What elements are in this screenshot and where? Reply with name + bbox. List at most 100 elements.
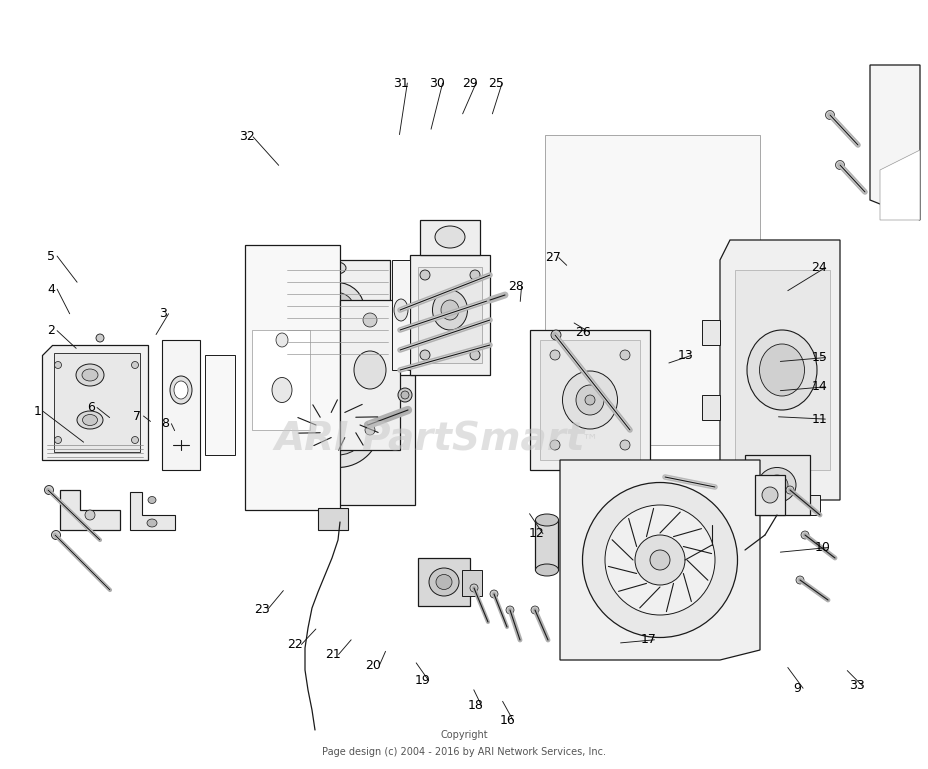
Polygon shape — [744, 455, 809, 515]
Polygon shape — [879, 150, 919, 220]
Ellipse shape — [319, 292, 354, 328]
Ellipse shape — [585, 395, 594, 405]
Polygon shape — [530, 330, 650, 470]
Ellipse shape — [604, 505, 715, 615]
Ellipse shape — [84, 510, 95, 520]
Text: 30: 30 — [428, 77, 445, 89]
Text: 11: 11 — [811, 413, 826, 425]
Ellipse shape — [365, 425, 375, 435]
Text: 12: 12 — [529, 528, 544, 540]
Ellipse shape — [650, 550, 669, 570]
Ellipse shape — [148, 497, 156, 504]
Polygon shape — [54, 353, 140, 452]
Ellipse shape — [549, 350, 560, 360]
Ellipse shape — [834, 161, 844, 169]
Polygon shape — [535, 520, 558, 570]
Ellipse shape — [432, 290, 467, 330]
Text: ARI PartSmart: ARI PartSmart — [275, 421, 585, 459]
Ellipse shape — [761, 487, 777, 503]
Ellipse shape — [83, 414, 97, 425]
Polygon shape — [539, 340, 639, 460]
Ellipse shape — [660, 472, 669, 481]
Polygon shape — [285, 260, 390, 375]
Text: 19: 19 — [415, 674, 430, 687]
Text: 3: 3 — [159, 308, 166, 320]
Polygon shape — [205, 355, 235, 455]
Text: 15: 15 — [810, 351, 827, 364]
Text: 9: 9 — [793, 682, 800, 694]
Polygon shape — [251, 330, 310, 430]
Polygon shape — [702, 395, 719, 420]
Ellipse shape — [82, 369, 97, 381]
Ellipse shape — [276, 333, 288, 347]
Text: 23: 23 — [254, 603, 269, 615]
Text: 33: 33 — [848, 680, 863, 692]
Text: 5: 5 — [47, 250, 55, 262]
Polygon shape — [702, 320, 719, 345]
Text: 21: 21 — [325, 648, 340, 661]
Ellipse shape — [295, 382, 380, 468]
Ellipse shape — [582, 482, 737, 638]
Polygon shape — [392, 260, 409, 370]
Ellipse shape — [757, 468, 795, 502]
Text: 16: 16 — [499, 714, 514, 727]
Ellipse shape — [441, 300, 458, 320]
Ellipse shape — [619, 350, 629, 360]
Ellipse shape — [703, 491, 719, 505]
Text: 28: 28 — [507, 280, 523, 292]
Polygon shape — [60, 490, 120, 530]
Ellipse shape — [535, 564, 558, 576]
Ellipse shape — [272, 378, 291, 402]
Ellipse shape — [470, 350, 480, 360]
Text: 2: 2 — [47, 325, 55, 337]
Polygon shape — [419, 220, 480, 255]
Ellipse shape — [746, 330, 816, 410]
Ellipse shape — [96, 334, 104, 342]
Ellipse shape — [489, 590, 497, 598]
Text: 31: 31 — [393, 77, 408, 89]
Polygon shape — [409, 255, 489, 375]
Ellipse shape — [363, 313, 377, 327]
Text: 17: 17 — [639, 634, 656, 646]
Ellipse shape — [549, 440, 560, 450]
Polygon shape — [130, 492, 174, 530]
Ellipse shape — [434, 226, 465, 248]
Polygon shape — [42, 345, 148, 460]
Ellipse shape — [635, 535, 684, 585]
Ellipse shape — [785, 486, 793, 494]
Polygon shape — [734, 270, 829, 470]
Text: 29: 29 — [462, 77, 477, 89]
Polygon shape — [545, 135, 759, 445]
Text: ™: ™ — [581, 431, 598, 449]
Ellipse shape — [77, 411, 103, 429]
Ellipse shape — [419, 350, 430, 360]
Ellipse shape — [766, 475, 787, 495]
Text: 26: 26 — [575, 326, 590, 338]
Polygon shape — [418, 267, 482, 363]
Ellipse shape — [174, 381, 187, 399]
Ellipse shape — [800, 531, 808, 539]
Ellipse shape — [696, 484, 727, 512]
Polygon shape — [340, 300, 400, 450]
Polygon shape — [317, 508, 348, 530]
Polygon shape — [684, 470, 740, 525]
Ellipse shape — [354, 351, 386, 389]
Ellipse shape — [435, 574, 452, 590]
Text: 6: 6 — [87, 401, 95, 414]
Ellipse shape — [328, 262, 345, 274]
Polygon shape — [719, 240, 839, 500]
Ellipse shape — [393, 299, 407, 321]
Ellipse shape — [132, 437, 138, 444]
Polygon shape — [740, 495, 769, 515]
Text: 24: 24 — [811, 261, 826, 274]
Polygon shape — [789, 495, 819, 515]
Polygon shape — [869, 65, 919, 220]
Polygon shape — [754, 475, 784, 515]
Text: 25: 25 — [487, 77, 504, 89]
Polygon shape — [461, 570, 482, 596]
Text: 20: 20 — [365, 659, 381, 671]
Ellipse shape — [309, 282, 364, 338]
Text: 10: 10 — [813, 541, 830, 554]
Text: Copyright: Copyright — [440, 730, 488, 740]
Polygon shape — [260, 375, 415, 505]
